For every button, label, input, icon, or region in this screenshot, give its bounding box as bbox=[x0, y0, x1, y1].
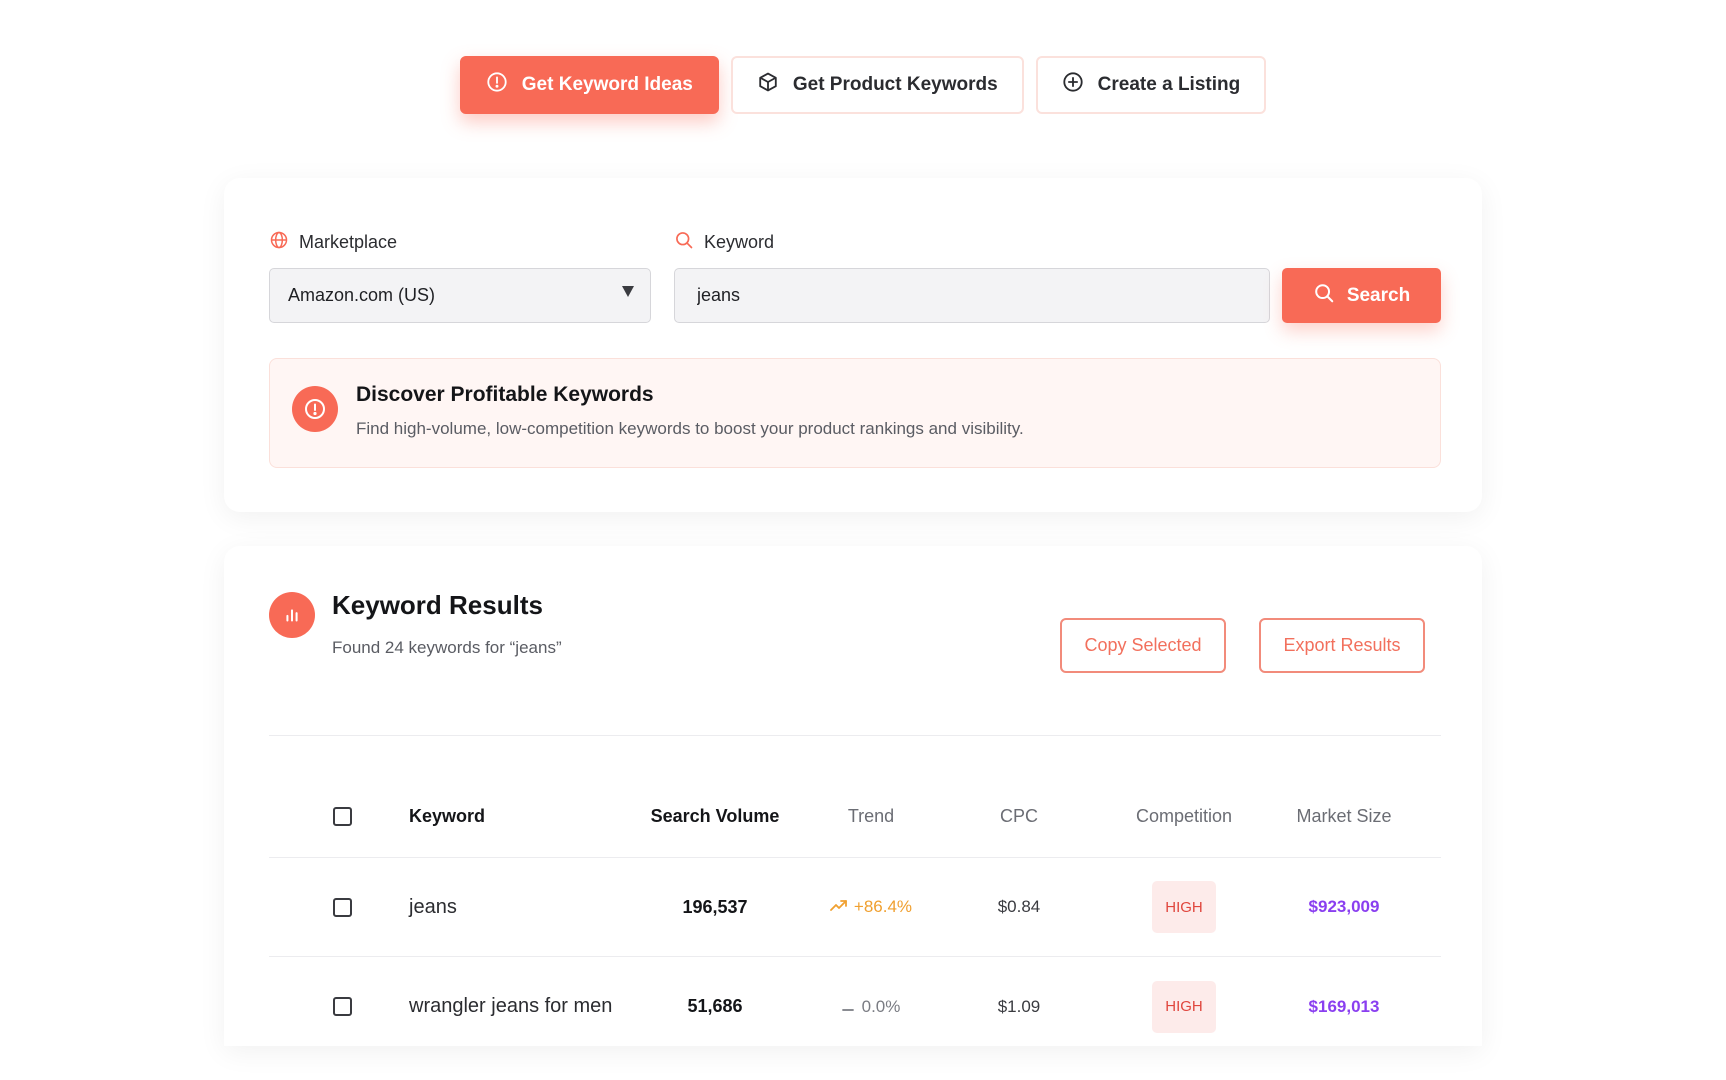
search-icon bbox=[1313, 282, 1335, 310]
competition-badge: HIGH bbox=[1152, 980, 1216, 1033]
bar-chart-icon bbox=[269, 592, 315, 638]
keyword-cell: wrangler jeans for men bbox=[409, 995, 613, 1017]
trend-flat-icon bbox=[841, 997, 854, 1017]
marketplace-label: Marketplace bbox=[269, 230, 397, 255]
tab-get-product-keywords[interactable]: Get Product Keywords bbox=[730, 56, 1024, 114]
trend-value: +86.4% bbox=[853, 897, 913, 916]
marketplace-selected-value: Amazon.com (US) bbox=[288, 285, 436, 305]
row-checkbox[interactable] bbox=[333, 997, 352, 1016]
divider bbox=[269, 735, 1441, 736]
tab-get-keyword-ideas[interactable]: Get Keyword Ideas bbox=[459, 56, 719, 114]
select-all-checkbox[interactable] bbox=[333, 807, 352, 826]
keyword-label-text: Keyword bbox=[704, 232, 775, 252]
column-header-cpc[interactable]: CPC bbox=[999, 806, 1038, 826]
copy-selected-button[interactable]: Copy Selected bbox=[1060, 618, 1226, 673]
marketplace-label-text: Marketplace bbox=[299, 232, 398, 252]
market-size-cell: $169,013 bbox=[1308, 996, 1380, 1016]
cpc-cell: $0.84 bbox=[997, 897, 1041, 916]
trend-cell: +86.4% bbox=[830, 897, 912, 917]
keyword-cell: jeans bbox=[409, 895, 457, 918]
market-size-cell: $923,009 bbox=[1308, 897, 1380, 916]
tab-label: Get Keyword Ideas bbox=[521, 74, 693, 95]
search-icon bbox=[674, 230, 694, 255]
search-card: Marketplace Keyword Amazon.com (US) Sear… bbox=[224, 178, 1482, 512]
plus-circle-icon bbox=[1062, 71, 1084, 99]
cpc-cell: $1.09 bbox=[997, 996, 1041, 1016]
keyword-label: Keyword bbox=[674, 230, 774, 255]
search-button-label: Search bbox=[1346, 284, 1411, 306]
marketplace-select[interactable]: Amazon.com (US) bbox=[269, 268, 651, 323]
table-header-row: Keyword Search Volume Trend CPC Competit… bbox=[269, 776, 1441, 858]
results-subtitle: Found 24 keywords for “jeans” bbox=[332, 638, 562, 657]
trend-value: 0.0% bbox=[861, 996, 901, 1016]
alert-circle-icon bbox=[292, 386, 338, 432]
info-description: Find high-volume, low-competition keywor… bbox=[356, 419, 1024, 438]
table-row: jeans 196,537 +86.4% $0.84 HIGH $923,009 bbox=[269, 858, 1441, 957]
package-icon bbox=[757, 71, 779, 99]
info-title: Discover Profitable Keywords bbox=[356, 383, 654, 406]
search-volume-cell: 51,686 bbox=[687, 996, 743, 1016]
keyword-input[interactable] bbox=[674, 268, 1270, 323]
column-header-competition[interactable]: Competition bbox=[1135, 806, 1233, 826]
tab-label: Get Product Keywords bbox=[792, 74, 998, 95]
trend-up-icon bbox=[830, 897, 848, 917]
mode-tabs: Get Keyword Ideas Get Product Keywords C… bbox=[0, 56, 1726, 114]
globe-icon bbox=[269, 230, 289, 255]
export-results-button[interactable]: Export Results bbox=[1259, 618, 1425, 673]
results-table: Keyword Search Volume Trend CPC Competit… bbox=[269, 776, 1441, 1056]
competition-badge: HIGH bbox=[1152, 881, 1216, 933]
row-checkbox[interactable] bbox=[333, 897, 352, 917]
trend-cell: 0.0% bbox=[841, 996, 901, 1017]
info-banner: Discover Profitable Keywords Find high-v… bbox=[269, 358, 1441, 468]
column-header-search-volume[interactable]: Search Volume bbox=[650, 806, 780, 826]
search-volume-cell: 196,537 bbox=[682, 896, 748, 917]
column-header-market-size[interactable]: Market Size bbox=[1296, 806, 1392, 826]
results-card: Keyword Results Found 24 keywords for “j… bbox=[224, 546, 1482, 1046]
search-button[interactable]: Search bbox=[1282, 268, 1441, 323]
tab-create-a-listing[interactable]: Create a Listing bbox=[1035, 56, 1267, 114]
tab-label: Create a Listing bbox=[1097, 74, 1241, 95]
column-header-trend[interactable]: Trend bbox=[847, 806, 895, 826]
column-header-keyword[interactable]: Keyword bbox=[409, 806, 486, 826]
table-row: wrangler jeans for men 51,686 0.0% $1.09… bbox=[269, 957, 1441, 1056]
results-title: Keyword Results bbox=[332, 590, 543, 620]
alert-circle-icon bbox=[486, 71, 508, 99]
caret-down-icon bbox=[622, 286, 634, 297]
